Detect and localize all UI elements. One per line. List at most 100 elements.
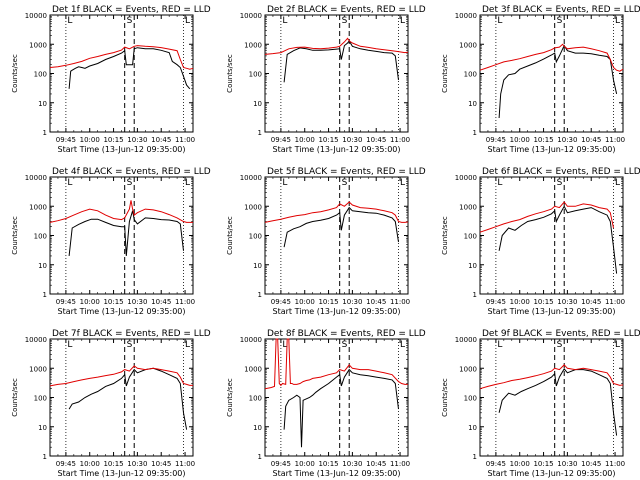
series-line-lld (49, 365, 193, 387)
x-tick-label: 10:30 (557, 136, 577, 144)
x-tick-label: 11:00 (390, 460, 410, 468)
x-tick-label: 10:30 (127, 136, 147, 144)
series-line-events (68, 210, 184, 256)
panel-5: Det 5f BLACK = Events, RED = LLD 1 10 100 10… (226, 167, 426, 316)
x-tick-label: 11:00 (175, 136, 195, 144)
series-line-lld (264, 201, 409, 223)
series-line-events (498, 44, 618, 119)
y-tick-label: 10000 (25, 12, 47, 20)
x-tick-label: 10:30 (557, 298, 577, 306)
x-tick-label: 09:45 (486, 136, 506, 144)
y-tick-label: 100 (249, 71, 262, 79)
y-tick-label: 10 (468, 424, 477, 432)
y-tick-label: 1 (258, 453, 262, 461)
panel-title: Det 2f BLACK = Events, RED = LLD (267, 5, 426, 15)
x-tick-label: 10:15 (318, 136, 338, 144)
s-marker: S (127, 178, 133, 188)
panel-title: Det 3f BLACK = Events, RED = LLD (482, 5, 640, 15)
l-marker: L (185, 178, 190, 188)
x-tick-label: 10:30 (127, 460, 147, 468)
panel-1: Det 1f BLACK = Events, RED = LLD 1 10 100 10… (11, 5, 211, 154)
l-marker: L (185, 16, 190, 26)
series-line-lld (479, 43, 624, 72)
x-tick-label: 10:00 (80, 298, 100, 306)
plot-frame (479, 338, 624, 457)
series-line-events (498, 205, 618, 274)
x-tick-label: 11:00 (605, 136, 625, 144)
series-line-lld (264, 338, 408, 390)
y-axis-label: Counts/sec (441, 378, 449, 417)
x-axis-label: Start Time (13-Jun-12 09:35:00) (273, 469, 401, 478)
y-tick-label: 10000 (455, 336, 477, 344)
x-tick-label: 10:00 (510, 136, 530, 144)
plot-frame (49, 338, 194, 457)
x-axis-label: Start Time (13-Jun-12 09:35:00) (488, 145, 616, 154)
panel-6: Det 6f BLACK = Events, RED = LLD 1 10 100 10… (441, 167, 640, 316)
l-marker: L (67, 340, 72, 350)
y-tick-label: 1 (473, 291, 477, 299)
y-tick-label: 10 (468, 100, 477, 108)
x-tick-label: 10:45 (366, 298, 386, 306)
y-tick-label: 1000 (244, 203, 262, 211)
series-line-events (498, 368, 618, 436)
series-line-lld (479, 201, 614, 233)
x-tick-label: 09:45 (486, 298, 506, 306)
x-tick-label: 11:00 (390, 136, 410, 144)
series-line-events (68, 47, 191, 90)
y-axis-label: Counts/sec (11, 378, 19, 417)
x-tick-label: 09:45 (56, 136, 76, 144)
y-axis-label: Counts/sec (441, 216, 449, 255)
y-axis-label: Counts/sec (226, 378, 234, 417)
y-tick-label: 10000 (25, 174, 47, 182)
l-marker: L (282, 340, 287, 350)
y-tick-label: 1 (258, 291, 262, 299)
x-axis-label: Start Time (13-Jun-12 09:35:00) (488, 307, 616, 316)
y-axis-label: Counts/sec (11, 216, 19, 255)
y-tick-label: 100 (464, 395, 477, 403)
series-line-events (68, 367, 188, 430)
panel-title: Det 4f BLACK = Events, RED = LLD (52, 167, 211, 177)
l-marker: L (400, 178, 405, 188)
x-tick-label: 10:45 (151, 460, 171, 468)
s-marker: S (342, 16, 348, 26)
x-tick-label: 10:45 (151, 298, 171, 306)
s-marker: S (342, 340, 348, 350)
panel-7: Det 7f BLACK = Events, RED = LLD 1 10 100 10… (11, 329, 211, 478)
y-tick-label: 1000 (244, 41, 262, 49)
panel-title: Det 9f BLACK = Events, RED = LLD (482, 329, 640, 339)
series-line-lld (49, 45, 194, 70)
x-tick-label: 10:00 (80, 136, 100, 144)
panel-title: Det 6f BLACK = Events, RED = LLD (482, 167, 640, 177)
y-axis-label: Counts/sec (11, 54, 19, 93)
panel-title: Det 7f BLACK = Events, RED = LLD (52, 329, 211, 339)
plot-frame (479, 14, 624, 133)
y-tick-label: 100 (249, 395, 262, 403)
y-tick-label: 1000 (459, 41, 477, 49)
l-marker: L (497, 178, 502, 188)
x-tick-label: 10:15 (318, 298, 338, 306)
x-tick-label: 10:15 (103, 460, 123, 468)
x-tick-label: 10:15 (103, 136, 123, 144)
x-tick-label: 10:45 (366, 136, 386, 144)
panel-title: Det 8f BLACK = Events, RED = LLD (267, 329, 426, 339)
x-tick-label: 10:45 (581, 460, 601, 468)
y-tick-label: 1 (258, 129, 262, 137)
s-marker: S (342, 178, 348, 188)
panel-3: Det 3f BLACK = Events, RED = LLD 1 10 100 10… (441, 5, 640, 154)
y-tick-label: 1000 (29, 41, 47, 49)
x-tick-label: 10:30 (127, 298, 147, 306)
y-tick-label: 1000 (244, 365, 262, 373)
x-tick-label: 10:45 (151, 136, 171, 144)
y-tick-label: 1 (43, 129, 47, 137)
s-marker: S (557, 340, 563, 350)
x-tick-label: 09:45 (486, 460, 506, 468)
y-tick-label: 1 (43, 291, 47, 299)
x-tick-label: 10:00 (295, 136, 315, 144)
y-tick-label: 10000 (455, 12, 477, 20)
y-tick-label: 1 (473, 453, 477, 461)
x-tick-label: 10:00 (510, 298, 530, 306)
x-axis-label: Start Time (13-Jun-12 09:35:00) (58, 469, 186, 478)
series-line-events (283, 40, 399, 83)
x-tick-label: 11:00 (605, 298, 625, 306)
panel-4: Det 4f BLACK = Events, RED = LLD 1 10 100 10… (11, 167, 211, 316)
